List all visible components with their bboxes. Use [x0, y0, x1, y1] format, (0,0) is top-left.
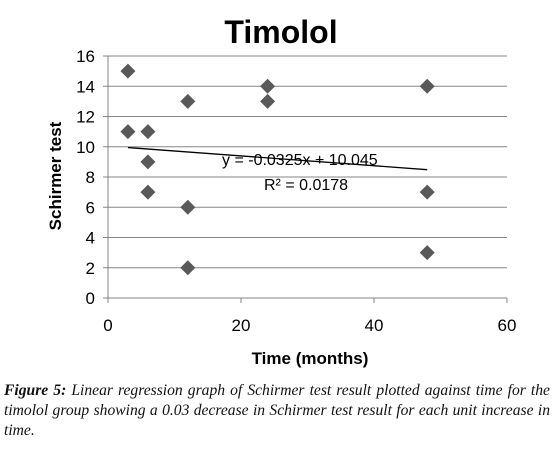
x-tick-label: 0: [103, 316, 112, 335]
data-point: [419, 78, 435, 94]
caption-label: Figure 5:: [4, 382, 67, 399]
data-point: [419, 184, 435, 200]
data-point: [180, 199, 196, 215]
trendline-r-squared: R² = 0.0178: [264, 177, 348, 194]
scatter-chart: Timolol 0 2 4 6 8 10 12 14 16 0 20 40 60 y = -0.032…: [46, 14, 516, 368]
data-point: [180, 93, 196, 109]
x-tick-labels: 0 20 40 60: [103, 316, 516, 335]
y-tick-label: 0: [86, 289, 95, 308]
x-tick-label: 20: [232, 316, 251, 335]
axes: [103, 55, 508, 303]
data-point: [180, 260, 196, 276]
y-tick-labels: 0 2 4 6 8 10 12 14 16: [76, 47, 95, 308]
y-tick-label: 6: [86, 198, 95, 217]
y-tick-label: 12: [76, 108, 95, 127]
y-tick-label: 4: [86, 229, 95, 248]
figure-caption: Figure 5: Linear regression graph of Sch…: [4, 381, 550, 441]
x-tick-label: 40: [365, 316, 384, 335]
x-axis-label: Time (months): [252, 349, 369, 368]
gridlines: [108, 55, 507, 269]
y-axis-label: Schirmer test: [46, 121, 65, 230]
data-points: [120, 63, 435, 276]
data-point: [419, 245, 435, 261]
trendline: [127, 146, 428, 171]
y-tick-label: 14: [76, 77, 95, 96]
chart-title: Timolol: [224, 14, 337, 50]
trendline-equation: y = -0.0325x + 10.045: [222, 152, 378, 169]
data-point: [140, 154, 156, 170]
data-point: [260, 93, 276, 109]
y-tick-label: 16: [76, 47, 95, 66]
y-tick-label: 10: [76, 138, 95, 157]
caption-text: Linear regression graph of Schirmer test…: [4, 382, 550, 439]
data-point: [260, 78, 276, 94]
y-tick-label: 8: [86, 168, 95, 187]
data-point: [120, 63, 136, 79]
trendline-group: [127, 146, 428, 171]
data-point: [120, 124, 136, 140]
x-tick-label: 60: [498, 316, 517, 335]
data-point: [140, 184, 156, 200]
y-tick-label: 2: [86, 259, 95, 278]
data-point: [140, 124, 156, 140]
